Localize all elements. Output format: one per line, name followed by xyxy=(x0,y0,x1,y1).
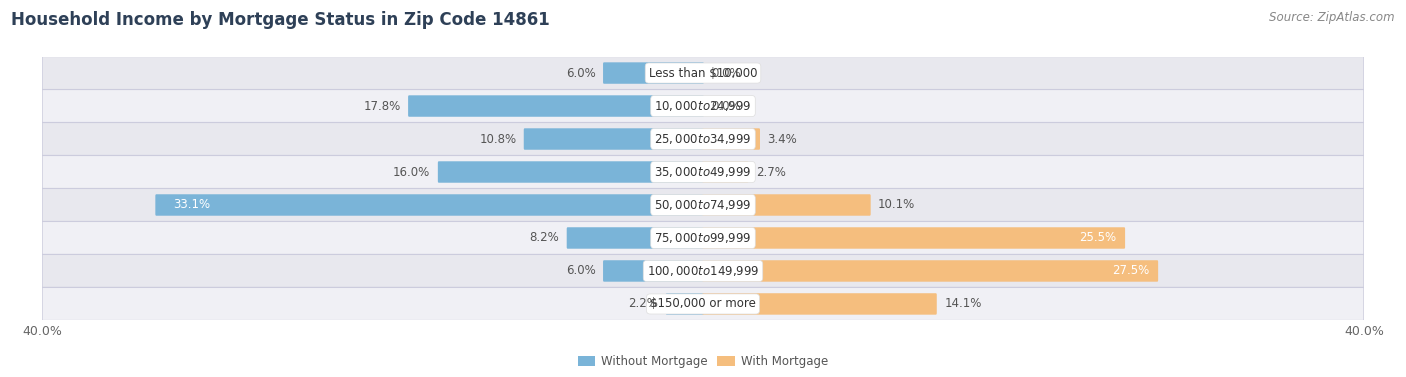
FancyBboxPatch shape xyxy=(702,260,1159,282)
Text: $150,000 or more: $150,000 or more xyxy=(650,297,756,310)
Text: $10,000 to $24,999: $10,000 to $24,999 xyxy=(654,99,752,113)
FancyBboxPatch shape xyxy=(42,156,1364,188)
Text: 33.1%: 33.1% xyxy=(173,199,209,211)
Text: Household Income by Mortgage Status in Zip Code 14861: Household Income by Mortgage Status in Z… xyxy=(11,11,550,29)
FancyBboxPatch shape xyxy=(702,161,748,183)
FancyBboxPatch shape xyxy=(437,161,704,183)
FancyBboxPatch shape xyxy=(42,123,1364,156)
Text: $75,000 to $99,999: $75,000 to $99,999 xyxy=(654,231,752,245)
Text: $35,000 to $49,999: $35,000 to $49,999 xyxy=(654,165,752,179)
FancyBboxPatch shape xyxy=(702,293,936,315)
FancyBboxPatch shape xyxy=(42,57,1364,90)
Text: 6.0%: 6.0% xyxy=(565,265,596,277)
Text: 3.4%: 3.4% xyxy=(768,133,797,146)
FancyBboxPatch shape xyxy=(702,227,1125,249)
Text: 10.1%: 10.1% xyxy=(879,199,915,211)
Text: 10.8%: 10.8% xyxy=(479,133,516,146)
Text: 17.8%: 17.8% xyxy=(363,100,401,112)
FancyBboxPatch shape xyxy=(42,222,1364,254)
Text: $25,000 to $34,999: $25,000 to $34,999 xyxy=(654,132,752,146)
Text: 14.1%: 14.1% xyxy=(945,297,981,310)
FancyBboxPatch shape xyxy=(702,128,761,150)
FancyBboxPatch shape xyxy=(42,254,1364,288)
FancyBboxPatch shape xyxy=(42,90,1364,123)
FancyBboxPatch shape xyxy=(666,293,704,315)
Text: 6.0%: 6.0% xyxy=(565,67,596,80)
FancyBboxPatch shape xyxy=(42,288,1364,320)
Text: $50,000 to $74,999: $50,000 to $74,999 xyxy=(654,198,752,212)
FancyBboxPatch shape xyxy=(524,128,704,150)
FancyBboxPatch shape xyxy=(567,227,704,249)
Text: 25.5%: 25.5% xyxy=(1078,231,1116,244)
FancyBboxPatch shape xyxy=(42,188,1364,222)
FancyBboxPatch shape xyxy=(603,260,704,282)
Text: 2.2%: 2.2% xyxy=(628,297,658,310)
FancyBboxPatch shape xyxy=(603,62,704,84)
Text: 16.0%: 16.0% xyxy=(394,166,430,178)
Text: 0.0%: 0.0% xyxy=(711,100,741,112)
Text: Source: ZipAtlas.com: Source: ZipAtlas.com xyxy=(1270,11,1395,24)
Legend: Without Mortgage, With Mortgage: Without Mortgage, With Mortgage xyxy=(574,350,832,372)
FancyBboxPatch shape xyxy=(408,95,704,117)
FancyBboxPatch shape xyxy=(155,194,704,216)
FancyBboxPatch shape xyxy=(702,194,870,216)
Text: Less than $10,000: Less than $10,000 xyxy=(648,67,758,80)
Text: $100,000 to $149,999: $100,000 to $149,999 xyxy=(647,264,759,278)
Text: 27.5%: 27.5% xyxy=(1112,265,1149,277)
Text: 0.0%: 0.0% xyxy=(711,67,741,80)
Text: 2.7%: 2.7% xyxy=(756,166,786,178)
Text: 8.2%: 8.2% xyxy=(530,231,560,244)
